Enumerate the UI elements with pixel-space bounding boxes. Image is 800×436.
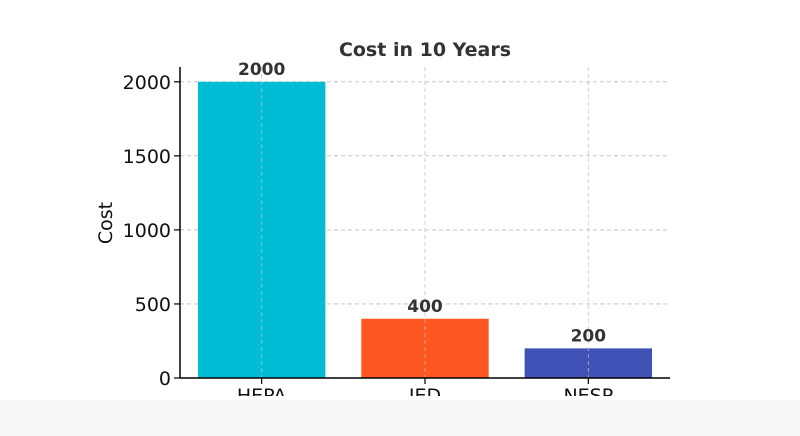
x-tick-label: NESP — [563, 385, 613, 400]
data-label: 200 — [571, 326, 607, 346]
y-tick-label: 0 — [159, 368, 171, 390]
data-labels: 2000 400 200 — [238, 60, 606, 347]
x-tick-label: HEPA — [237, 385, 287, 400]
bottom-band — [0, 400, 800, 436]
y-ticks: 0 500 1000 1500 2000 — [123, 72, 180, 390]
chart-area: Cost in 10 Years 0 500 1000 1500 2000 HEPA IE… — [95, 39, 670, 400]
bar-chart: Cost in 10 Years 0 500 1000 1500 2000 HEPA IE… — [95, 39, 670, 400]
chart-title: Cost in 10 Years — [339, 39, 511, 61]
data-label: 400 — [407, 297, 443, 317]
y-axis-label: Cost — [95, 202, 117, 244]
y-tick-label: 500 — [135, 294, 171, 316]
x-grid-lines — [261, 67, 589, 378]
x-ticks: HEPA IED NESP — [237, 378, 613, 400]
y-tick-label: 1500 — [123, 146, 171, 168]
y-tick-label: 1000 — [123, 220, 171, 242]
y-tick-label: 2000 — [123, 72, 171, 94]
data-label: 2000 — [238, 60, 285, 80]
x-tick-label: IED — [409, 385, 441, 400]
